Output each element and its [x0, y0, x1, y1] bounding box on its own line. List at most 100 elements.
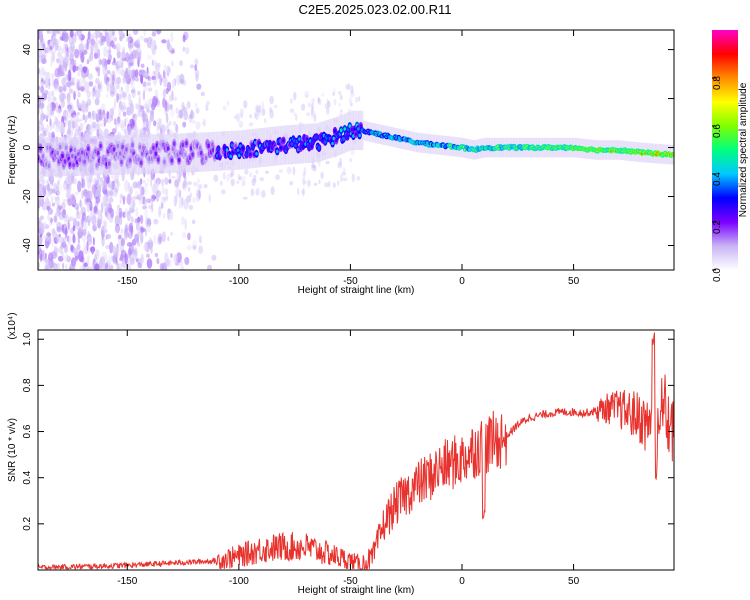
- spectrogram-noise-cell: [62, 183, 67, 190]
- spectrogram-noise-cell: [201, 121, 204, 125]
- spectrogram-noise-cell: [127, 125, 132, 136]
- spectrogram-noise-cell: [74, 222, 79, 230]
- spectrogram-noise-cell: [302, 187, 305, 197]
- spectrogram-noise-cell: [93, 177, 97, 188]
- spectrogram-noise-cell: [91, 124, 96, 132]
- spectrogram-noise-cell: [68, 120, 71, 132]
- spectrogram-noise-cell: [108, 108, 114, 119]
- spectrogram-noise-cell: [226, 100, 230, 107]
- spectrogram-noise-cell: [43, 114, 47, 119]
- spectrogram-noise-cell: [313, 165, 317, 172]
- spectrogram-ridge-core: [170, 158, 174, 163]
- spectrogram-noise-cell: [176, 173, 182, 180]
- spectrogram-noise-cell: [56, 185, 59, 191]
- spectrogram-noise-cell: [131, 251, 138, 261]
- spectrogram-noise-cell: [191, 171, 195, 176]
- spectrogram-noise-cell: [185, 47, 190, 55]
- spectrogram-ridge-core: [241, 146, 245, 151]
- spectrogram-noise-cell: [99, 122, 104, 128]
- spectrogram-noise-cell: [114, 215, 121, 227]
- spectrogram-noise-cell: [121, 91, 128, 101]
- spectrogram-noise-cell: [149, 201, 153, 205]
- spectrogram-noise-cell: [102, 114, 108, 119]
- spectrogram-noise-cell: [74, 48, 80, 59]
- spectrogram-ridge-core: [154, 151, 158, 157]
- spectrogram-noise-cell: [116, 92, 119, 103]
- spectrogram-noise-cell: [91, 186, 95, 196]
- spectrogram-noise-cell: [257, 111, 262, 116]
- spectrogram-noise-cell: [203, 183, 208, 189]
- spectrogram-noise-cell: [268, 107, 273, 113]
- spectrogram-noise-cell: [39, 215, 45, 221]
- spectrogram-halo-cell: [166, 133, 169, 174]
- spectrogram-noise-cell: [68, 107, 72, 112]
- spectrogram-noise-cell: [289, 98, 293, 104]
- spectrogram-noise-cell: [61, 92, 66, 100]
- spectrogram-ridge-core: [245, 152, 248, 157]
- spectrogram-noise-cell: [54, 42, 59, 51]
- spectrogram-noise-cell: [48, 78, 51, 87]
- spectrogram-noise-cell: [337, 180, 340, 186]
- spectrogram-noise-cell: [141, 128, 146, 134]
- spectrogram-noise-cell: [55, 234, 60, 244]
- spectrogram-noise-cell: [54, 247, 60, 254]
- spectrogram-noise-cell: [171, 47, 175, 54]
- spectrogram-noise-cell: [167, 236, 170, 242]
- spectrogram-noise-cell: [118, 111, 121, 120]
- spectrogram-noise-cell: [87, 124, 93, 130]
- spectrogram-noise-cell: [77, 226, 83, 232]
- spectrogram-noise-cell: [57, 191, 60, 201]
- spectrogram-noise-cell: [133, 116, 138, 123]
- spectrogram-noise-cell: [87, 214, 91, 220]
- spectrogram-noise-cell: [187, 181, 192, 186]
- spectrogram-noise-cell: [74, 128, 79, 137]
- spectrogram-noise-cell: [51, 238, 55, 248]
- spectrogram-noise-cell: [142, 127, 148, 133]
- spectrogram-noise-cell: [144, 72, 148, 78]
- spectrogram-noise-cell: [300, 189, 305, 194]
- spectrogram-noise-cell: [110, 84, 116, 95]
- spectrogram-noise-cell: [182, 121, 187, 128]
- spectrogram-noise-cell: [144, 183, 149, 187]
- spectrogram-noise-cell: [120, 194, 124, 199]
- spectrogram-noise-cell: [92, 121, 97, 129]
- spectrogram-noise-cell: [102, 65, 108, 76]
- spectrogram-ridge-core: [152, 145, 155, 151]
- spectrogram-noise-cell: [98, 128, 102, 137]
- spectrogram-noise-cell: [261, 189, 266, 199]
- spectrogram-noise-cell: [194, 58, 199, 66]
- spectrogram-ridge-core: [298, 137, 301, 141]
- spectrogram-noise-cell: [182, 179, 187, 188]
- spectrogram-noise-cell: [91, 90, 96, 98]
- spectrogram-ridge-core: [358, 133, 361, 138]
- spectrogram-noise-cell: [107, 198, 111, 208]
- spectrogram-noise-cell: [347, 86, 350, 91]
- spectrogram-noise-cell: [49, 109, 53, 118]
- spectrogram-ridge-core: [58, 144, 62, 150]
- spectrogram-noise-cell: [134, 69, 139, 78]
- spectrogram-noise-cell: [54, 67, 60, 78]
- spectrogram-noise-cell: [38, 55, 44, 63]
- spectrogram-noise-cell: [38, 85, 41, 91]
- spectrogram-noise-cell: [136, 217, 141, 223]
- spectrogram-noise-cell: [69, 89, 75, 95]
- spectrogram-noise-cell: [156, 257, 160, 265]
- spectrogram-noise-cell: [97, 218, 102, 229]
- spectrogram-noise-cell: [115, 80, 122, 85]
- spectrogram-noise-cell: [45, 190, 51, 198]
- spectrogram-noise-cell: [124, 213, 128, 218]
- spectrogram-noise-cell: [110, 173, 114, 179]
- spectrogram-noise-cell: [150, 108, 154, 117]
- spectrogram-noise-cell: [38, 190, 42, 201]
- spectrogram-noise-cell: [173, 253, 179, 264]
- spectrogram-noise-cell: [154, 45, 158, 50]
- snr-x-tick-label: -100: [229, 576, 249, 587]
- spectrogram-noise-cell: [238, 176, 243, 181]
- spectrogram-noise-cell: [122, 111, 127, 117]
- spectrogram-ridge-core: [359, 124, 363, 128]
- colorbar-tick-label: 0.8: [712, 76, 723, 90]
- spectrogram-noise-cell: [196, 83, 202, 90]
- spectrogram-noise-cell: [173, 121, 177, 126]
- snr-x-tick-label: -50: [343, 576, 358, 587]
- spectrogram-halo-cell: [47, 137, 50, 177]
